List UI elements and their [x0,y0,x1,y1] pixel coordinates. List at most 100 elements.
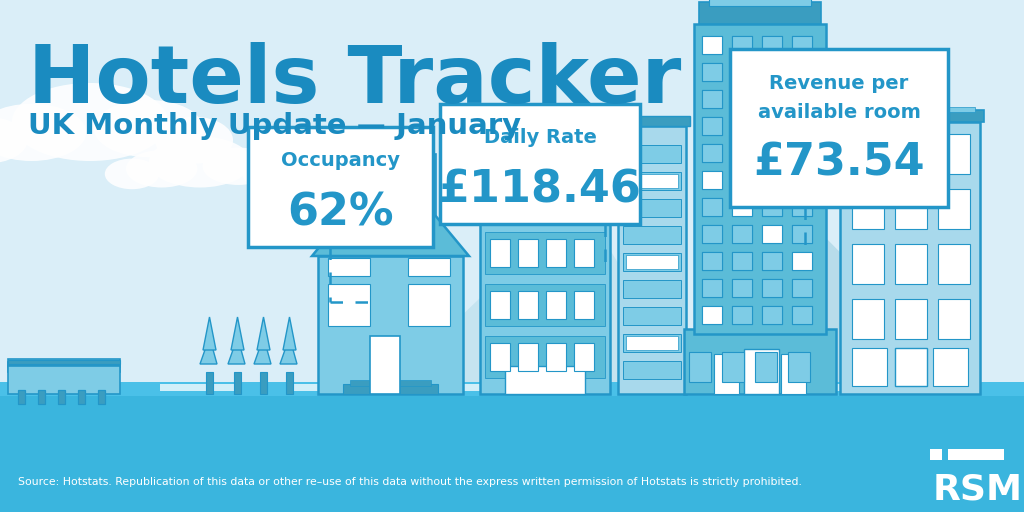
Bar [370,453,430,462]
Bar [781,354,806,394]
Bar [732,36,752,54]
FancyBboxPatch shape [248,127,433,247]
Bar [702,252,722,270]
Bar [762,252,782,270]
Bar [689,352,711,382]
Bar [792,279,812,297]
Bar [623,334,681,352]
Bar [762,144,782,162]
Bar [702,90,722,108]
FancyBboxPatch shape [730,49,948,207]
Bar [623,172,681,190]
Bar [98,390,105,404]
Bar [702,225,722,243]
Bar [702,63,722,81]
Bar [700,477,740,484]
Text: Revenue per: Revenue per [769,74,908,93]
Bar [626,336,678,350]
Bar [702,279,722,297]
Ellipse shape [150,137,251,187]
Bar [475,207,615,219]
Bar [732,171,752,189]
Ellipse shape [94,100,203,157]
Bar [623,199,681,217]
Bar [762,306,782,324]
Ellipse shape [155,117,233,164]
Bar [762,117,782,135]
Bar [755,352,777,382]
Bar [762,117,782,135]
Polygon shape [200,337,217,364]
Bar [780,384,860,391]
Bar [702,252,722,270]
Bar [485,336,605,378]
Bar [762,225,782,243]
Polygon shape [312,161,469,256]
Bar [626,255,678,269]
Bar [623,253,681,271]
Bar [792,90,812,108]
Bar [480,219,610,394]
Bar [930,449,942,460]
Ellipse shape [12,83,168,161]
Bar [938,244,970,284]
Bar [933,348,968,386]
Text: 62%: 62% [288,192,394,235]
Bar [722,352,744,382]
Bar [485,232,605,274]
Polygon shape [228,337,245,364]
Bar [518,343,538,371]
Bar [948,449,972,460]
Bar [762,225,782,243]
Bar [732,225,752,243]
Bar [620,384,700,391]
Bar [792,252,812,270]
Bar [510,477,550,484]
Bar [792,117,812,135]
Bar [762,144,782,162]
Bar [852,348,887,386]
Bar [732,306,752,324]
Bar [895,299,927,339]
Bar [762,171,782,189]
Bar [966,449,1004,460]
Bar [732,306,752,324]
Bar [792,225,812,243]
Bar [732,252,752,270]
Bar [762,198,782,216]
Bar [546,291,566,319]
Bar [792,36,812,54]
Bar [788,352,810,382]
Bar [370,336,400,394]
Bar [170,477,210,484]
Bar [732,252,752,270]
Text: available room: available room [758,103,921,122]
Bar [792,306,812,324]
Bar [30,384,110,391]
Bar [230,453,290,462]
Bar [206,372,213,394]
Bar [525,181,567,201]
Bar [702,225,722,243]
Bar [408,284,450,326]
Polygon shape [280,337,297,364]
Bar [684,329,836,394]
Bar [762,306,782,324]
Bar [852,299,884,339]
Bar [623,361,681,379]
Bar [792,198,812,216]
Bar [762,63,782,81]
Bar [702,90,722,108]
Bar [0,0,1024,394]
Bar [792,198,812,216]
Bar [58,390,65,404]
Bar [8,360,120,364]
Bar [709,0,811,6]
Bar [546,343,566,371]
Bar [732,117,752,135]
Bar [319,477,360,484]
Bar [792,225,812,243]
Bar [702,279,722,297]
Bar [762,252,782,270]
Bar [450,384,530,391]
